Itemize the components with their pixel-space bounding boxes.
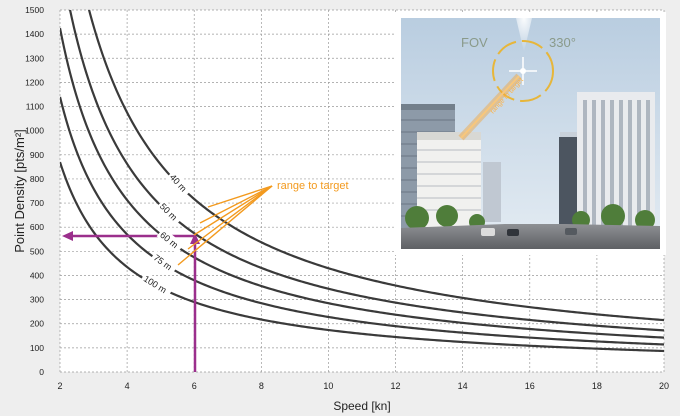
- inset-fov-value: 330°: [549, 35, 576, 50]
- x-axis-label: Speed [kn]: [333, 399, 390, 413]
- example-reading: [62, 231, 200, 372]
- y-tick-label: 300: [30, 295, 44, 305]
- x-tick-label: 18: [592, 381, 602, 391]
- y-tick-label: 800: [30, 174, 44, 184]
- x-tick-label: 4: [125, 381, 130, 391]
- x-tick-labels: 2 4 6 8 10 12 14 16 18 20: [57, 381, 669, 391]
- x-tick-label: 16: [525, 381, 535, 391]
- x-tick-label: 6: [192, 381, 197, 391]
- y-tick-label: 600: [30, 222, 44, 232]
- series-line: [87, 10, 664, 322]
- y-tick-label: 0: [39, 367, 44, 377]
- y-tick-label: 400: [30, 270, 44, 280]
- y-tick-label: 1300: [25, 53, 44, 63]
- y-tick-label: 700: [30, 198, 44, 208]
- y-axis-label: Point Density [pts/m²]: [12, 129, 27, 253]
- y-tick-labels: 0 100 200 300 400 500 600 700 800 900 1000 1100 1200…: [25, 5, 44, 377]
- range-to-target-label: range to target: [277, 180, 349, 192]
- y-tick-label: 100: [30, 343, 44, 353]
- range-annotation: range to target: [177, 180, 349, 266]
- inset-photo: FOV 330° range to target: [395, 12, 666, 255]
- x-tick-label: 14: [458, 381, 468, 391]
- y-tick-label: 1500: [25, 5, 44, 15]
- y-tick-label: 1000: [25, 126, 44, 136]
- y-tick-label: 1400: [25, 29, 44, 39]
- y-tick-label: 500: [30, 246, 44, 256]
- y-tick-label: 1100: [26, 102, 45, 112]
- x-tick-label: 2: [57, 381, 62, 391]
- y-tick-label: 200: [30, 319, 44, 329]
- density-marker-arrowhead: [62, 231, 73, 241]
- x-tick-label: 10: [323, 381, 333, 391]
- y-tick-label: 1200: [25, 77, 44, 87]
- y-tick-label: 900: [30, 150, 44, 160]
- x-tick-label: 20: [659, 381, 669, 391]
- x-tick-label: 8: [259, 381, 264, 391]
- x-tick-label: 12: [391, 381, 401, 391]
- inset-fov-label: FOV: [461, 35, 488, 50]
